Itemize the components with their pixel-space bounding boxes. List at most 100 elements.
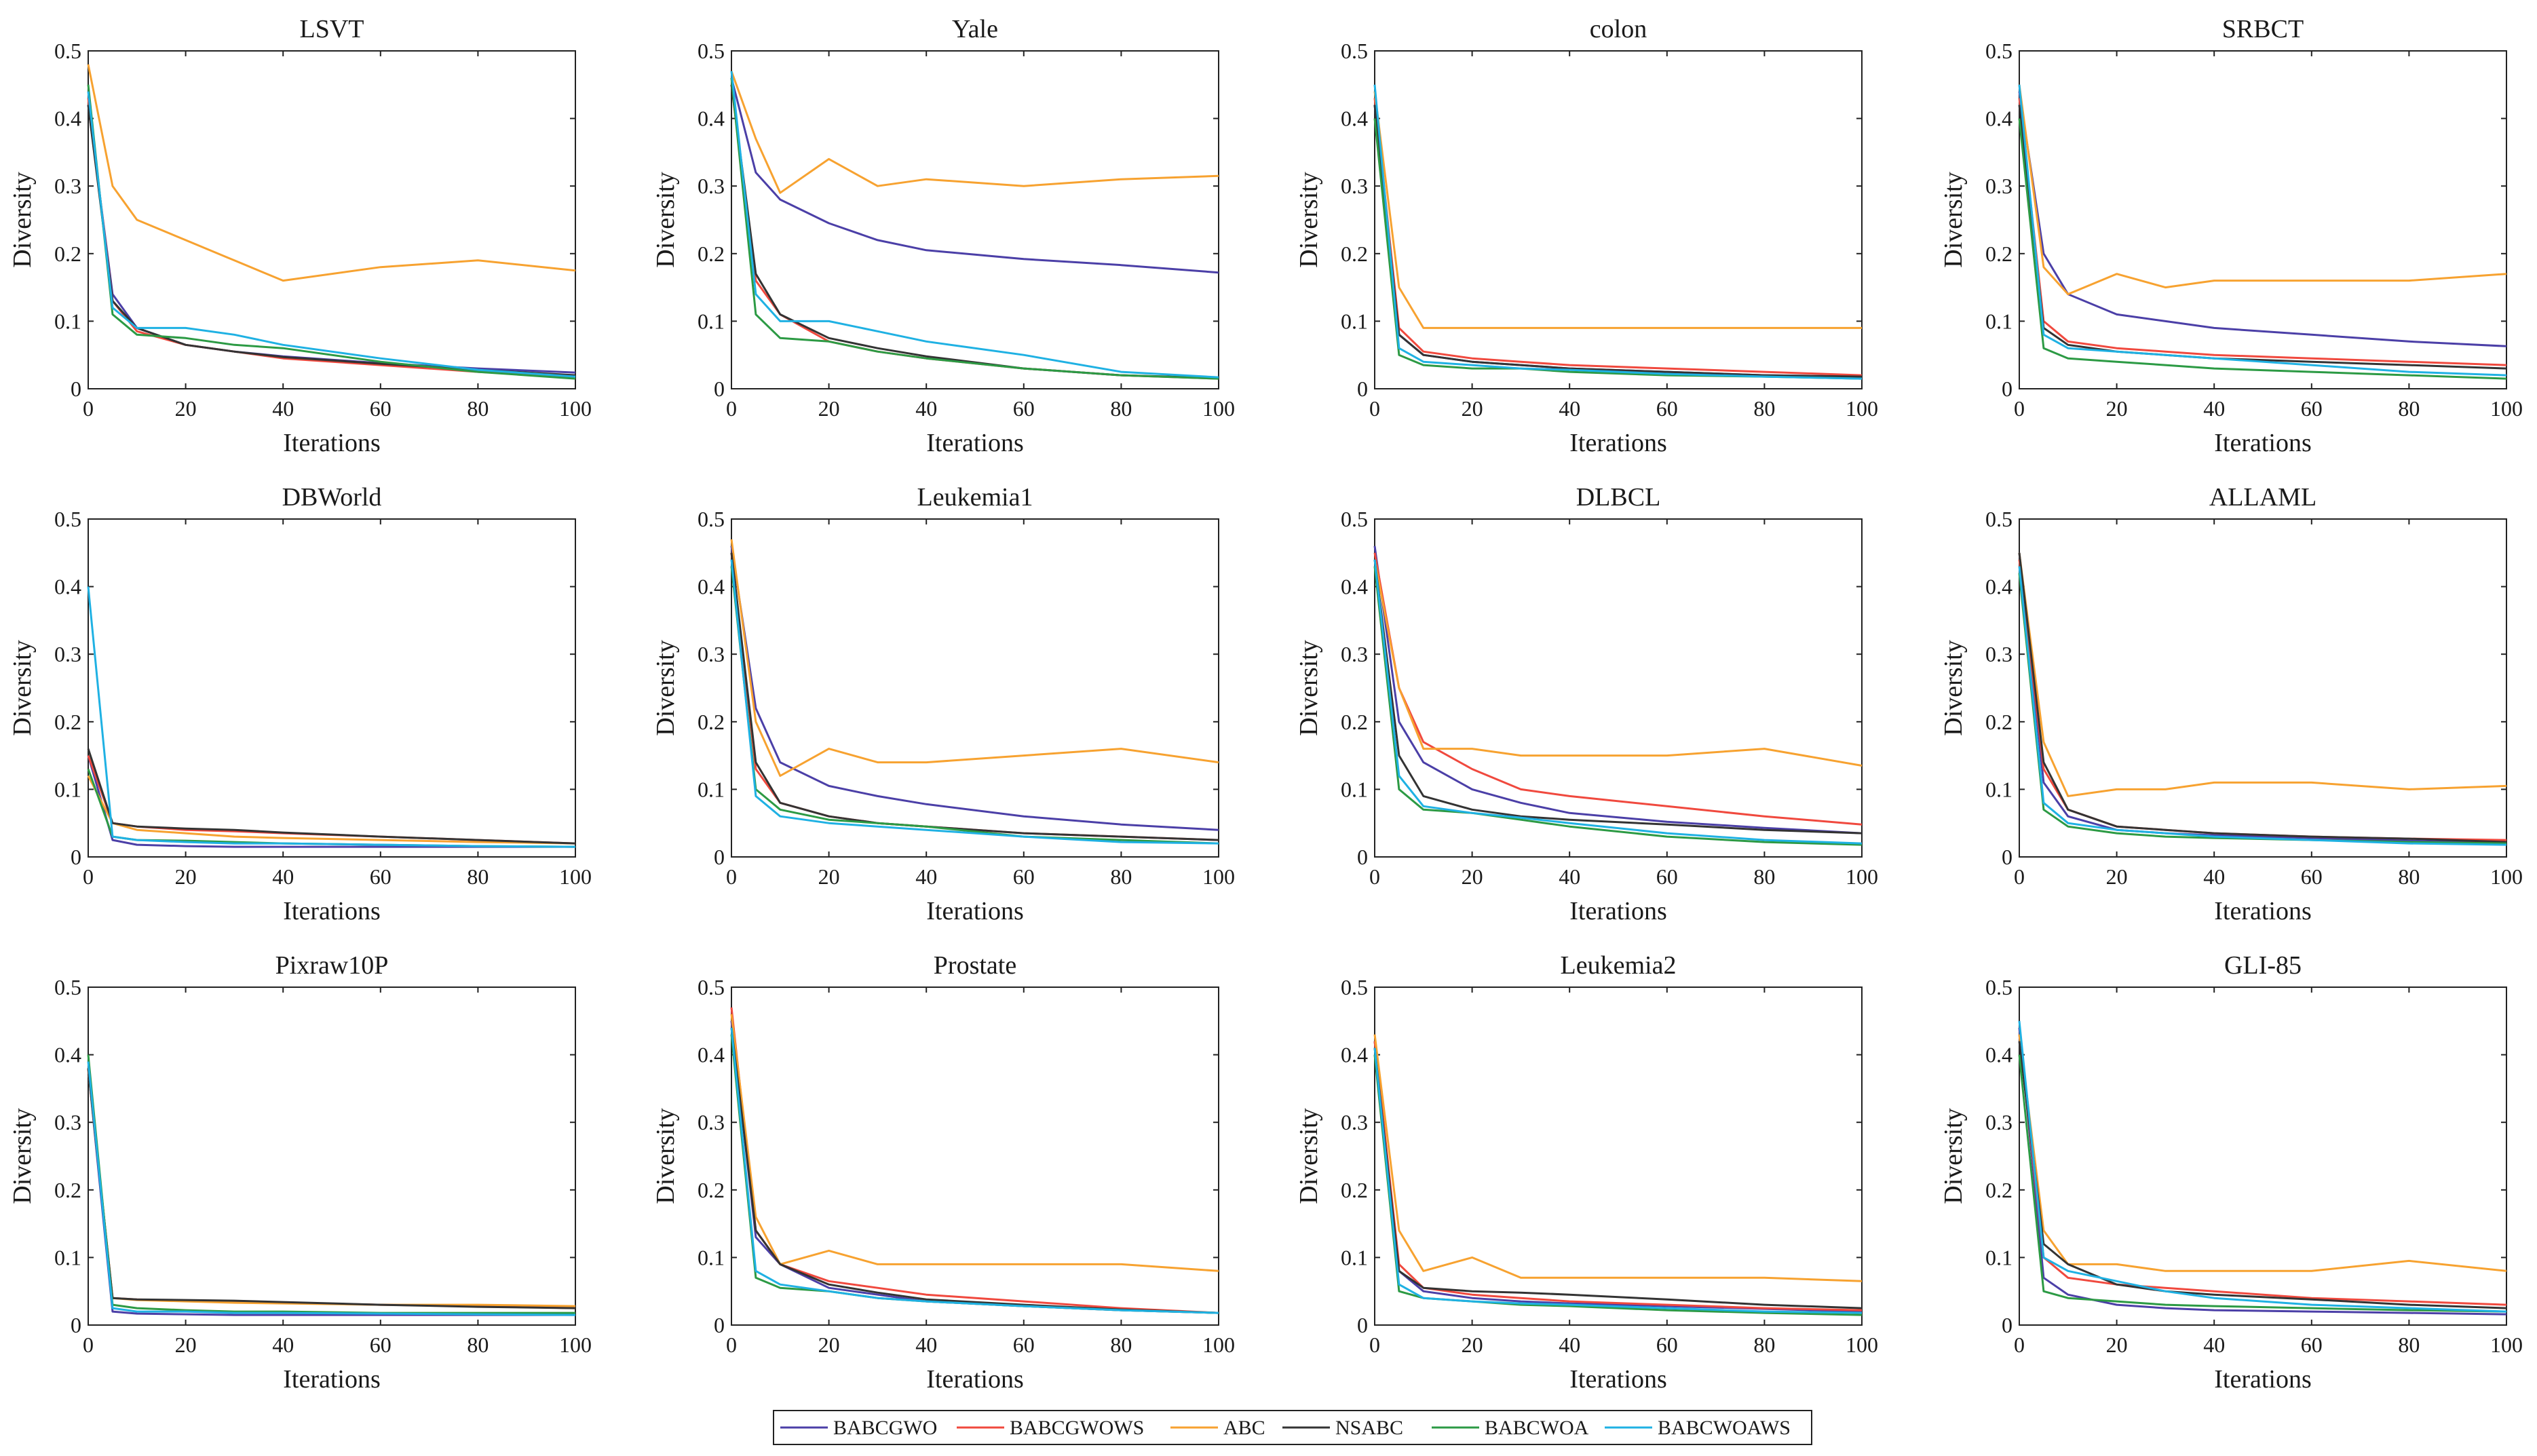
chart-title: ALLAML — [2209, 483, 2316, 512]
x-tick-label: 100 — [1846, 864, 1878, 889]
x-tick-label: 100 — [559, 396, 592, 421]
series-line-babcwoa — [1373, 566, 1863, 846]
y-tick-label: 0.5 — [698, 39, 725, 63]
y-tick-label: 0.5 — [1985, 39, 2013, 63]
x-tick-label: 60 — [370, 1333, 392, 1357]
x-tick-label: 0 — [1369, 864, 1380, 889]
series-line-abc — [1373, 1034, 1863, 1282]
x-tick-label: 80 — [2398, 396, 2420, 421]
series-line-abc — [1373, 91, 1862, 329]
chart-panel: 0 20 40 60 80 100 0 0.1 0.2 0.3 0.4 0.5 GLI-85 Iterat… — [1939, 951, 2523, 1394]
x-tick-label: 60 — [2301, 396, 2323, 421]
x-tick-label: 40 — [2203, 864, 2225, 889]
x-tick-label: 40 — [915, 864, 937, 889]
x-tick-label: 80 — [1753, 864, 1775, 889]
y-tick-label: 0.1 — [1985, 777, 2013, 801]
x-tick-label: 40 — [1559, 1333, 1580, 1357]
x-tick-label: 60 — [1656, 864, 1678, 889]
x-tick-label: 80 — [467, 396, 489, 421]
x-tick-label: 80 — [1110, 1333, 1132, 1357]
y-tick-label: 0.3 — [1985, 642, 2013, 666]
series-line-babcwoaws — [1373, 1048, 1863, 1314]
y-tick-label: 0.3 — [1341, 642, 1368, 666]
y-axis-label: Diversity — [1939, 1108, 1968, 1204]
legend-entry: BABCGWOWS — [957, 1417, 1144, 1439]
x-tick-label: 100 — [2490, 864, 2523, 889]
x-axis-label: Iterations — [283, 1365, 381, 1394]
x-tick-label: 20 — [1462, 864, 1483, 889]
chart-title: Prostate — [934, 951, 1016, 980]
x-tick-label: 80 — [467, 1333, 489, 1357]
y-tick-label: 0.1 — [54, 1245, 81, 1269]
series-line-babcwoaws — [1373, 84, 1863, 380]
x-tick-label: 80 — [1110, 864, 1132, 889]
y-tick-label: 0.4 — [1985, 107, 2013, 131]
x-tick-label: 100 — [1846, 1333, 1878, 1357]
legend-label: BABCGWOWS — [1010, 1417, 1144, 1439]
series-line-abc — [1373, 559, 1863, 767]
y-tick-label: 0.5 — [1985, 507, 2013, 531]
y-tick-label: 0.3 — [1985, 174, 2013, 198]
x-tick-label: 60 — [1656, 396, 1678, 421]
chart-panel: 0 20 40 60 80 100 0 0.1 0.2 0.3 0.4 0.5 Leukemia1 Ite… — [651, 483, 1235, 925]
y-axis-label: Diversity — [1295, 640, 1323, 735]
x-tick-label: 100 — [559, 864, 592, 889]
plot-frame — [88, 518, 576, 858]
plot-frame — [1374, 986, 1863, 1326]
chart-panel: 0 20 40 60 80 100 0 0.1 0.2 0.3 0.4 0.5 ALLAML Iterat… — [1939, 483, 2523, 925]
chart-panel: 0 20 40 60 80 100 0 0.1 0.2 0.3 0.4 0.5 DLBCL Iterati… — [1295, 483, 1878, 925]
y-tick-label: 0.2 — [698, 242, 725, 266]
x-tick-label: 60 — [1013, 1333, 1035, 1357]
series-line-babcgwo — [87, 755, 575, 848]
x-tick-label: 20 — [818, 864, 840, 889]
series-line-abc — [730, 1014, 1219, 1272]
x-tick-label: 60 — [2301, 1333, 2323, 1357]
series-line-babcgwo — [2018, 91, 2507, 347]
x-tick-label: 40 — [915, 396, 937, 421]
chart-title: GLI-85 — [2224, 951, 2302, 980]
y-tick-label: 0.1 — [698, 777, 725, 801]
x-tick-label: 0 — [726, 864, 737, 889]
x-tick-label: 40 — [1559, 396, 1580, 421]
x-axis-label: Iterations — [926, 897, 1024, 925]
plot-frame — [2019, 518, 2507, 858]
legend-label: BABCGWO — [833, 1417, 937, 1439]
series-line-babcgwows — [2018, 98, 2507, 366]
series-line-babcgwows — [1373, 98, 1863, 377]
x-tick-label: 60 — [1013, 396, 1035, 421]
x-tick-label: 40 — [272, 1333, 294, 1357]
chart-title: LSVT — [300, 15, 364, 43]
x-axis-label: Iterations — [283, 897, 381, 925]
y-tick-label: 0.3 — [698, 642, 725, 666]
x-axis-label: Iterations — [1569, 429, 1667, 457]
y-tick-label: 0.3 — [54, 642, 81, 666]
x-tick-label: 20 — [175, 396, 197, 421]
legend-entry: NSABC — [1282, 1417, 1403, 1439]
y-axis-label: Diversity — [651, 640, 680, 735]
y-tick-label: 0.5 — [54, 975, 81, 999]
x-tick-label: 20 — [175, 1333, 197, 1357]
series-line-babcwoa — [730, 77, 1219, 380]
chart-title: Leukemia1 — [917, 483, 1033, 512]
y-tick-label: 0.2 — [54, 1178, 81, 1202]
series-line-abc — [87, 64, 576, 282]
series-line-nsabc — [87, 748, 576, 845]
x-tick-label: 100 — [2490, 1333, 2523, 1357]
x-tick-label: 0 — [726, 1333, 737, 1357]
series-line-abc — [2018, 1034, 2507, 1272]
y-tick-label: 0.5 — [1341, 975, 1368, 999]
x-tick-label: 100 — [559, 1333, 592, 1357]
chart-title: colon — [1590, 15, 1647, 43]
x-axis-label: Iterations — [283, 429, 381, 457]
x-tick-label: 0 — [83, 396, 94, 421]
series-line-babcgwo — [2018, 1027, 2507, 1316]
series-line-babcwoaws — [87, 1061, 576, 1316]
x-tick-label: 0 — [1369, 396, 1380, 421]
legend-entry: BABCWOAWS — [1605, 1417, 1791, 1439]
x-tick-label: 60 — [370, 864, 392, 889]
plot-frame — [1374, 50, 1863, 389]
x-tick-label: 0 — [83, 864, 94, 889]
x-tick-label: 60 — [2301, 864, 2323, 889]
x-tick-label: 80 — [467, 864, 489, 889]
chart-panel: 0 20 40 60 80 100 0 0.1 0.2 0.3 0.4 0.5 DBWorld Itera… — [8, 483, 592, 925]
